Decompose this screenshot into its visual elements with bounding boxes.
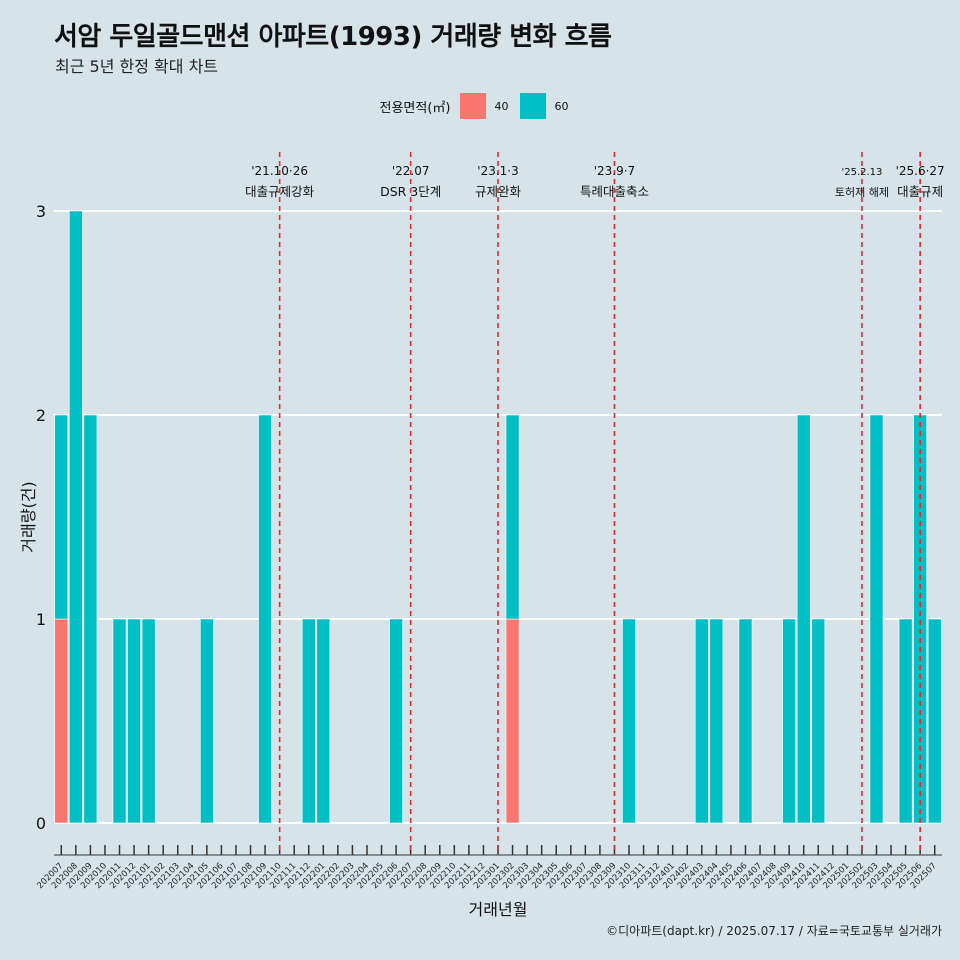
event-date-label: '23.9·7 [594, 164, 635, 178]
bar-60-202112 [301, 618, 316, 824]
bar-60-202406 [738, 618, 753, 824]
bar-60-202105 [200, 618, 214, 824]
bar-60-202505 [898, 618, 913, 824]
bar-40-202007 [54, 618, 69, 824]
bar-60-202410 [796, 414, 811, 824]
bar-60-202206 [389, 618, 403, 824]
y-tick-label: 3 [36, 202, 46, 221]
bar-60-202008 [68, 210, 83, 824]
y-axis-title: 거래량(건) [19, 481, 38, 552]
bar-60-202009 [83, 414, 98, 824]
bar-60-202101 [141, 618, 156, 824]
event-text-label: 규제완화 [475, 184, 522, 199]
event-date-label: '21.10·26 [251, 164, 308, 178]
bar-60-202302 [505, 414, 520, 620]
bar-60-202411 [811, 618, 826, 824]
event-text-label: 대출규제 [897, 184, 943, 199]
event-date-label: '25.2.13 [841, 167, 882, 178]
bar-60-202201 [316, 618, 331, 824]
event-text-label: 토허제 해제 [835, 185, 889, 199]
bar-60-202007 [54, 414, 69, 620]
x-axis-title: 거래년월 [469, 900, 528, 919]
legend: 전용면적(㎡) 40 60 [0, 93, 960, 119]
chart-title: 서암 두일골드맨션 아파트(1993) 거래량 변화 흐름 [54, 22, 612, 52]
bar-60-202503 [869, 414, 884, 824]
chart-subtitle: 최근 5년 한정 확대 차트 [55, 57, 219, 76]
y-tick-label: 2 [36, 406, 46, 425]
bar-60-202109 [258, 414, 272, 824]
event-date-label: '22.07 [392, 164, 430, 178]
event-date-label: '25.6·27 [896, 164, 945, 178]
legend-label-60: 60 [554, 99, 569, 113]
bar-60-202012 [127, 618, 141, 824]
bar-60-202507 [927, 618, 942, 824]
legend-swatch-40 [460, 93, 487, 119]
source-caption: ©디아파트(dapt.kr) / 2025.07.17 / 자료=국토교통부 실… [606, 924, 942, 938]
legend-label-40: 40 [494, 99, 509, 113]
legend-swatch-60 [520, 93, 547, 119]
y-tick-label: 0 [36, 814, 46, 833]
bar-60-202404 [709, 618, 724, 824]
event-text-label: 대출규제강화 [245, 184, 315, 199]
event-text-label: DSR 3단계 [380, 184, 441, 199]
event-date-label: '23.1·3 [477, 164, 518, 178]
bar-60-202403 [694, 618, 709, 824]
bar-60-202011 [112, 618, 127, 824]
event-text-label: 특례대출축소 [580, 184, 649, 199]
bar-60-202409 [782, 618, 796, 824]
bar-60-202310 [622, 618, 636, 824]
bar-40-202302 [505, 618, 520, 824]
legend-title: 전용면적(㎡) [379, 100, 451, 116]
y-tick-label: 1 [36, 610, 46, 629]
